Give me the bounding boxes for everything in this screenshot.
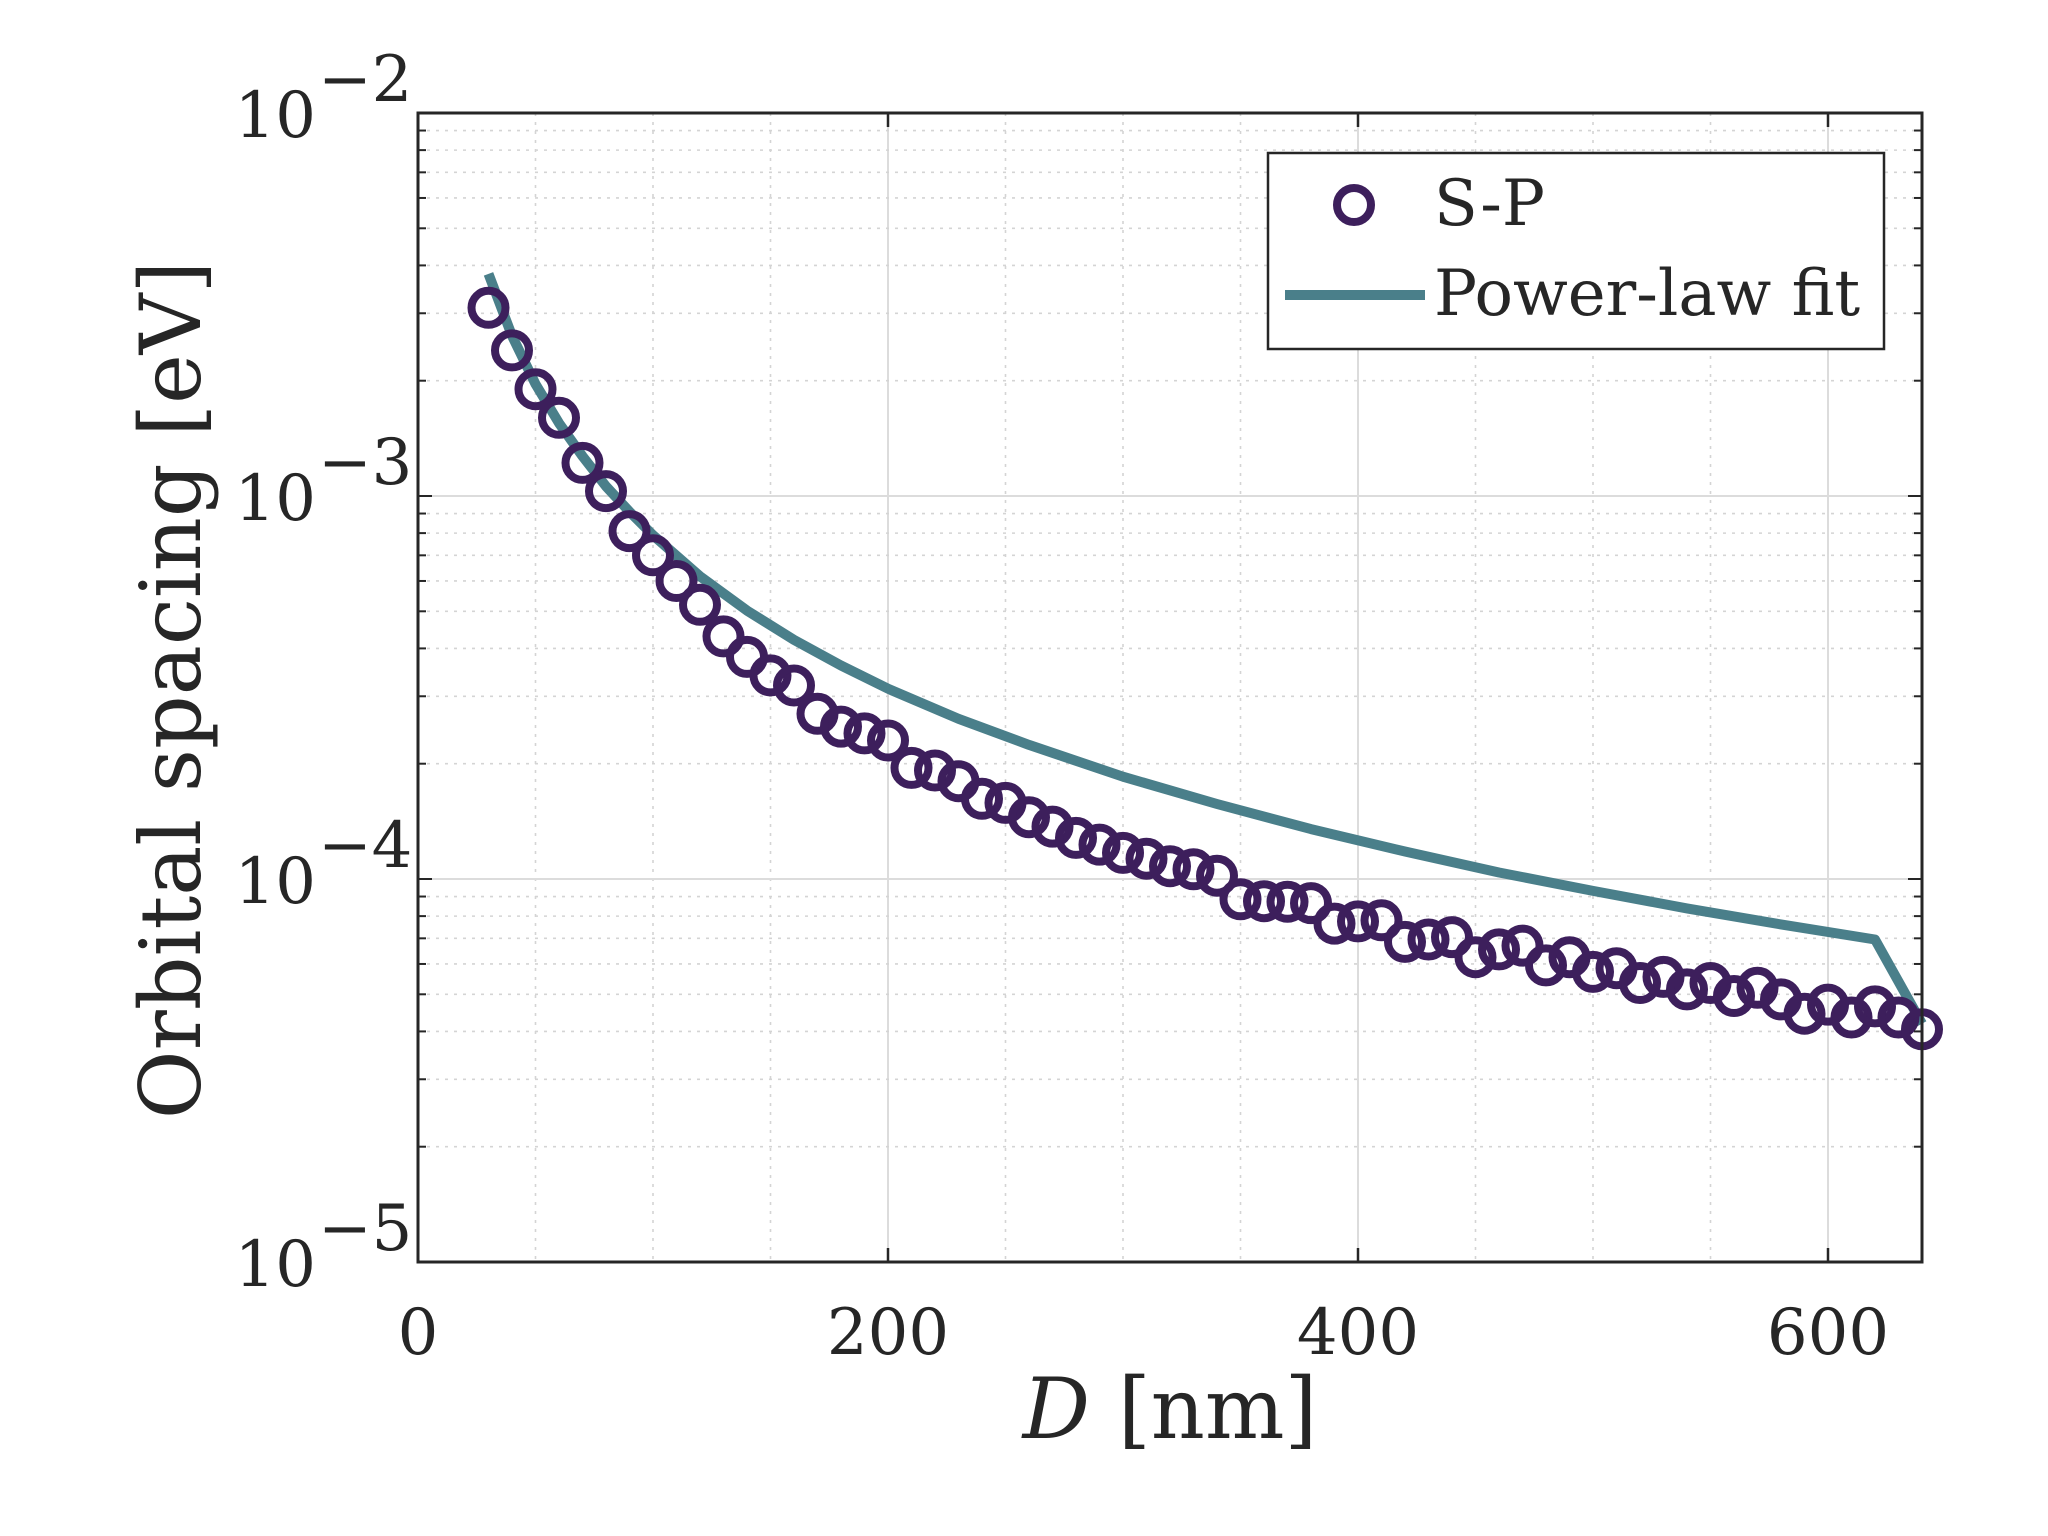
- data-point: [1854, 985, 1896, 1028]
- data-point: [585, 470, 627, 513]
- data-point: [1525, 944, 1567, 987]
- data-point: [1572, 950, 1614, 993]
- y-tick-label: 10: [235, 1228, 316, 1302]
- legend-label-fit: Power-law fit: [1434, 257, 1860, 331]
- y-tick-label: 10: [235, 845, 316, 919]
- x-axis-label: D [nm]: [1021, 1360, 1318, 1458]
- data-point: [655, 560, 698, 602]
- y-tick-label-exponent: −3: [318, 426, 412, 500]
- data-point: [1172, 848, 1215, 891]
- data-point: [1125, 837, 1168, 880]
- x-axis-label-units: [nm]: [1118, 1360, 1317, 1458]
- x-tick-label: 400: [1297, 1296, 1419, 1370]
- data-point: [538, 396, 580, 439]
- data-point: [1008, 796, 1050, 839]
- data-point: [961, 777, 1003, 820]
- y-tick-label-exponent: −2: [318, 43, 412, 117]
- x-tick-label: 200: [827, 1296, 949, 1370]
- x-tick-label: 0: [398, 1296, 439, 1370]
- data-point: [1360, 899, 1403, 942]
- data-point: [867, 719, 909, 762]
- data-point: [914, 749, 956, 792]
- data-point: [1243, 880, 1285, 923]
- plot-frame: [416, 111, 1924, 1264]
- data-point: [1384, 920, 1426, 963]
- data-point: [1055, 816, 1097, 859]
- y-tick-label-exponent: −4: [318, 809, 412, 883]
- data-point: [890, 746, 933, 789]
- data-point: [632, 534, 674, 577]
- fit-layer: [483, 272, 1927, 1027]
- legend-box: [1266, 151, 1886, 351]
- x-tick-labels: 0 200 400 600: [398, 1296, 1889, 1370]
- data-point: [1619, 962, 1661, 1004]
- legend-label-sp: S-P: [1434, 167, 1545, 241]
- data-point: [1313, 902, 1356, 945]
- data-point: [1478, 928, 1520, 971]
- data-point: [1196, 854, 1238, 897]
- axis-ticks: [416, 112, 1922, 1263]
- data-point: [843, 712, 886, 755]
- data-point: [702, 615, 745, 658]
- data-point: [514, 368, 557, 411]
- legend-marker-sp: [1333, 184, 1375, 226]
- data-point: [491, 329, 533, 372]
- data-point: [1783, 992, 1826, 1035]
- y-axis-label: Orbital spacing [eV]: [122, 261, 220, 1119]
- data-point: [1666, 968, 1708, 1011]
- x-axis-label-symbol: D: [1021, 1360, 1090, 1458]
- data-point: [608, 510, 651, 553]
- data-point: [1337, 900, 1379, 943]
- x-tick-label: 600: [1767, 1296, 1889, 1370]
- data-point: [1713, 975, 1755, 1017]
- data-point: [820, 705, 862, 748]
- legend: S-P Power-law fit: [1266, 151, 1886, 351]
- data-point: [561, 441, 604, 484]
- data-point: [1149, 845, 1191, 888]
- data-point: [1454, 936, 1497, 979]
- y-tick-label: 10: [235, 462, 316, 536]
- y-tick-label: 10: [235, 79, 316, 153]
- y-tick-label-exponent: −5: [318, 1192, 412, 1266]
- data-point: [1078, 823, 1121, 866]
- data-point: [1266, 880, 1309, 923]
- data-point: [467, 286, 510, 329]
- data-point: [773, 664, 815, 707]
- fit-line: [483, 272, 1927, 1027]
- data-point: [1290, 882, 1332, 925]
- data-point: [1830, 996, 1873, 1039]
- y-tick-labels: 10−510−410−310−2: [235, 43, 413, 1302]
- data-point: [749, 654, 792, 697]
- data-point: [1219, 878, 1262, 921]
- marker-layer: [467, 286, 1943, 1051]
- data-point: [1102, 831, 1144, 874]
- data-point: [1431, 916, 1473, 959]
- data-point: [679, 583, 721, 626]
- data-point: [1407, 918, 1450, 961]
